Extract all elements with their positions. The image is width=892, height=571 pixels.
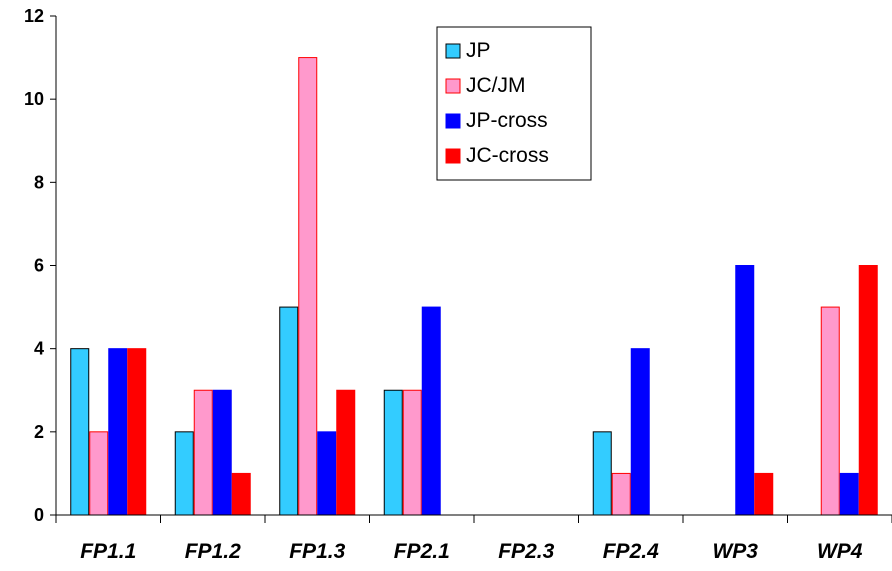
legend-label: JC-cross (466, 144, 549, 167)
bar-jc-cross-fp1-3 (336, 389, 356, 516)
y-tick-label: 8 (34, 172, 44, 192)
bar-jp-fp1-2 (174, 431, 194, 516)
bar-jc-jm-fp2-1 (402, 389, 422, 516)
bar-jc-jm-fp1-3 (298, 57, 318, 516)
x-tick-label: FP2.1 (394, 540, 450, 563)
legend-swatch (445, 78, 461, 94)
y-tick-label: 2 (34, 422, 44, 442)
x-tick-label: FP2.4 (603, 540, 659, 563)
bar-jc-jm-fp1-2 (193, 389, 213, 516)
bar-jc-jm-wp4 (820, 306, 840, 516)
y-tick-label: 0 (34, 505, 44, 525)
bar-jc-cross-wp3 (754, 472, 774, 516)
legend-box (436, 26, 592, 181)
legend-swatch (445, 43, 461, 59)
bar-jc-cross-fp1-2 (231, 472, 251, 516)
legend-label: JC/JM (466, 74, 526, 97)
x-tick-label: FP1.2 (185, 540, 241, 563)
bar-jp-fp2-1 (383, 389, 403, 516)
x-tick-label: FP1.1 (80, 540, 136, 563)
bar-jp-fp2-4 (592, 431, 612, 516)
bar-jp-cross-fp2-1 (421, 306, 441, 516)
x-tick-label: FP1.3 (289, 540, 345, 563)
bar-jc-jm-fp2-4 (611, 472, 631, 516)
y-tick-label: 6 (34, 256, 44, 276)
y-tick-label: 12 (24, 6, 44, 26)
x-tick-label: FP2.3 (498, 540, 554, 563)
legend-label: JP-cross (466, 109, 548, 132)
bar-jp-fp1-3 (279, 306, 299, 516)
bar-jp-cross-fp1-1 (108, 348, 128, 516)
bar-jc-cross-fp1-1 (127, 348, 147, 516)
x-tick-label: WP4 (817, 540, 863, 563)
legend: JP JC/JM JP-cross JC-cross (436, 26, 592, 181)
legend-swatch (445, 148, 461, 164)
bar-jp-cross-fp2-4 (630, 348, 650, 516)
y-tick-label: 4 (34, 339, 44, 359)
bar-jp-cross-wp3 (735, 265, 755, 516)
x-tick-label: WP3 (712, 540, 758, 563)
bar-jp-cross-fp1-2 (212, 389, 232, 516)
y-tick-label: 10 (24, 89, 44, 109)
bar-jp-cross-wp4 (839, 472, 859, 516)
bar-jp-fp1-1 (70, 348, 90, 516)
x-axis: FP1.1 FP1.2 FP1.3 FP2.1 FP2.3 FP2.4 WP3 WP4 (55, 514, 892, 563)
bar-jc-cross-wp4 (858, 265, 878, 516)
legend-label: JP (466, 39, 491, 62)
legend-swatch (445, 113, 461, 129)
bar-jc-jm-fp1-1 (89, 431, 109, 516)
bar-jp-cross-fp1-3 (317, 431, 337, 516)
y-axis: 0 2 4 6 8 10 12 (24, 6, 57, 525)
